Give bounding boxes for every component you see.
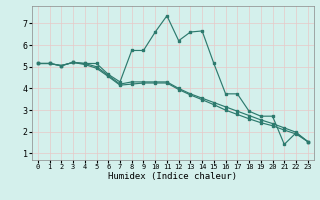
X-axis label: Humidex (Indice chaleur): Humidex (Indice chaleur) xyxy=(108,172,237,181)
